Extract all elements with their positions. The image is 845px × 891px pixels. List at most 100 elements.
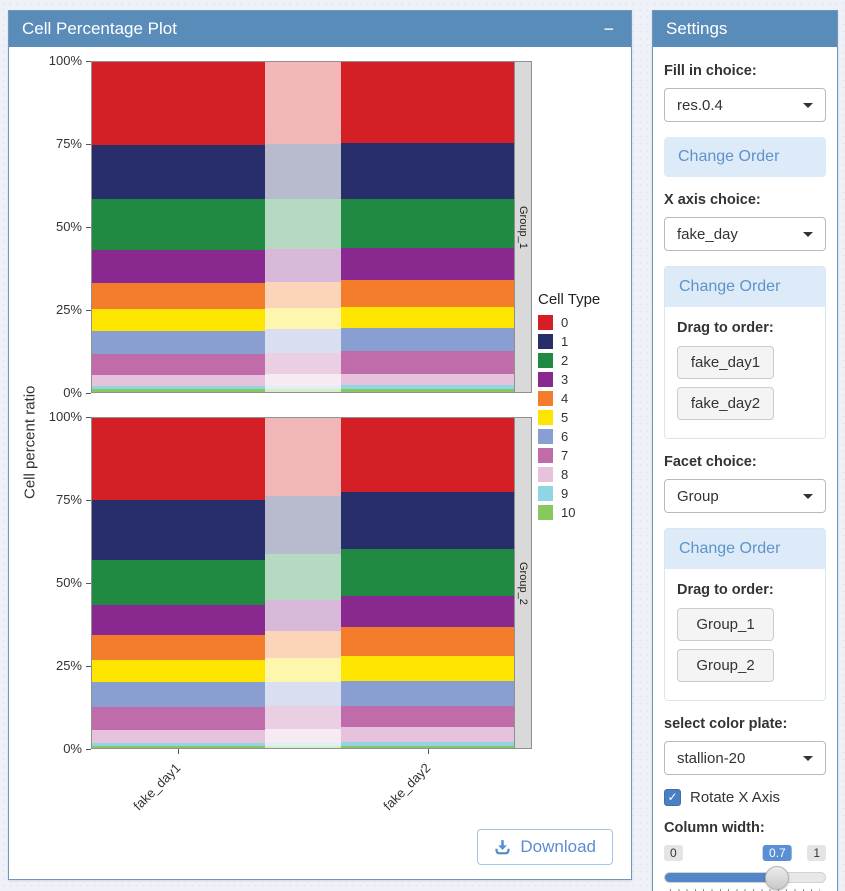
- fill-choice-select[interactable]: res.0.4: [664, 88, 826, 122]
- facet-strip-label: Group_1: [515, 61, 532, 393]
- y-tick-label: 75%: [55, 492, 82, 507]
- stack-segment: [340, 656, 514, 681]
- change-order-xaxis-body: Drag to order: fake_day1 fake_day2: [665, 307, 825, 438]
- slider-handle[interactable]: [765, 866, 790, 890]
- stack-segment: [92, 745, 266, 748]
- y-tick-label: 50%: [55, 575, 82, 590]
- legend-label: 4: [561, 390, 569, 406]
- stack-segment: [92, 309, 266, 331]
- stack-segment: [92, 62, 266, 145]
- stack-segment: [265, 249, 341, 282]
- change-order-facet-panel: Change Order Drag to order: Group_1 Grou…: [664, 528, 826, 701]
- y-tick-mark: [86, 309, 91, 311]
- stacked-bar: [340, 418, 514, 748]
- legend-item: 3: [538, 371, 629, 387]
- stack-segment: [265, 742, 341, 746]
- stack-segment: [92, 500, 266, 560]
- caret-down-icon: [803, 493, 813, 499]
- legend-item: 0: [538, 314, 629, 330]
- legend-swatch: [538, 352, 553, 368]
- facet-choice-select[interactable]: Group: [664, 479, 826, 513]
- stack-segment: [265, 374, 341, 386]
- y-tick-mark: [86, 582, 91, 584]
- x-tick-label: fake_day2: [380, 760, 434, 814]
- slider-max-label: 1: [807, 845, 826, 861]
- stack-segment: [92, 707, 266, 731]
- stack-segment: [92, 330, 266, 354]
- caret-down-icon: [803, 231, 813, 237]
- stack-segment: [340, 351, 514, 374]
- legend-swatch: [538, 409, 553, 425]
- stack-segment: [265, 385, 341, 390]
- stack-segment: [265, 352, 341, 375]
- stack-segment: [340, 62, 514, 143]
- facets: 0% 25% 50% 75% 100% Group_1 0% 25% 50% 75% 100% Gro…: [43, 53, 532, 756]
- stack-segment: [340, 328, 514, 352]
- legend-label: 3: [561, 371, 569, 387]
- color-plate-select[interactable]: stallion-20: [664, 741, 826, 775]
- change-order-xaxis-panel: Change Order Drag to order: fake_day1 fa…: [664, 266, 826, 439]
- caret-down-icon: [803, 755, 813, 761]
- y-tick-mark: [86, 60, 91, 62]
- stacked-bar: [92, 62, 266, 392]
- y-tick-label: 100%: [48, 53, 82, 68]
- legend-swatch: [538, 428, 553, 444]
- x-tick-mark: [177, 749, 179, 754]
- change-order-xaxis-header[interactable]: Change Order: [665, 267, 825, 307]
- y-tick-mark: [86, 665, 91, 667]
- stack-segment: [265, 554, 341, 601]
- stacked-bar: [340, 62, 514, 392]
- checkbox-checked-icon[interactable]: ✓: [664, 789, 681, 806]
- stack-segment: [265, 199, 341, 250]
- stack-segment: [92, 604, 266, 636]
- stack-segment: [340, 388, 514, 392]
- rotate-x-axis-checkbox-row[interactable]: ✓ Rotate X Axis: [664, 789, 826, 806]
- legend-item: 8: [538, 466, 629, 482]
- x-axis-choice-select[interactable]: fake_day: [664, 217, 826, 251]
- x-tick-label: fake_day1: [130, 760, 184, 814]
- stack-segment: [340, 742, 514, 746]
- stack-segment: [265, 600, 341, 631]
- legend-swatch: [538, 447, 553, 463]
- legend: Cell Type 0 1 2 3 4 5 6 7 8 9 10: [532, 291, 629, 524]
- y-tick-mark: [86, 499, 91, 501]
- stack-segment: [265, 706, 341, 729]
- column-width-slider: 0 0.7 1: [664, 845, 826, 891]
- stack-segment: [265, 630, 341, 659]
- plot-card: Cell Percentage Plot − Cell percent rati…: [8, 10, 632, 880]
- stack-segment: [92, 635, 266, 660]
- stack-segment: [340, 418, 514, 492]
- stack-segment: [92, 730, 266, 744]
- legend-label: 2: [561, 352, 569, 368]
- legend-swatch: [538, 333, 553, 349]
- flow-ribbon: [265, 62, 341, 392]
- color-plate-label: select color plate:: [664, 716, 788, 732]
- slider-track[interactable]: [664, 872, 826, 883]
- y-tick-label: 50%: [55, 219, 82, 234]
- drag-item-group-1[interactable]: Group_1: [677, 608, 774, 641]
- rotate-x-axis-label: Rotate X Axis: [690, 789, 781, 806]
- change-order-fill-button[interactable]: Change Order: [664, 137, 826, 177]
- drag-item-fake-day2[interactable]: fake_day2: [677, 387, 774, 420]
- facet-choice-value: Group: [677, 487, 719, 505]
- y-axis-title: Cell percent ratio: [21, 385, 39, 499]
- drag-item-fake-day1[interactable]: fake_day1: [677, 346, 774, 379]
- legend-swatch: [538, 485, 553, 501]
- legend-label: 7: [561, 447, 569, 463]
- x-axis-choice-value: fake_day: [677, 225, 738, 243]
- collapse-minus-icon[interactable]: −: [599, 20, 618, 38]
- y-tick-label: 0%: [63, 741, 82, 756]
- stack-segment: [92, 682, 266, 708]
- download-button[interactable]: Download: [477, 829, 613, 865]
- facet-strip-label: Group_2: [515, 417, 532, 749]
- y-tick-mark: [86, 416, 91, 418]
- legend-label: 9: [561, 485, 569, 501]
- stack-segment: [340, 727, 514, 743]
- change-order-facet-header[interactable]: Change Order: [665, 529, 825, 569]
- y-tick-mark: [86, 392, 91, 394]
- drag-item-group-2[interactable]: Group_2: [677, 649, 774, 682]
- stack-segment: [92, 250, 266, 284]
- stack-segment: [265, 728, 341, 743]
- legend-swatch: [538, 371, 553, 387]
